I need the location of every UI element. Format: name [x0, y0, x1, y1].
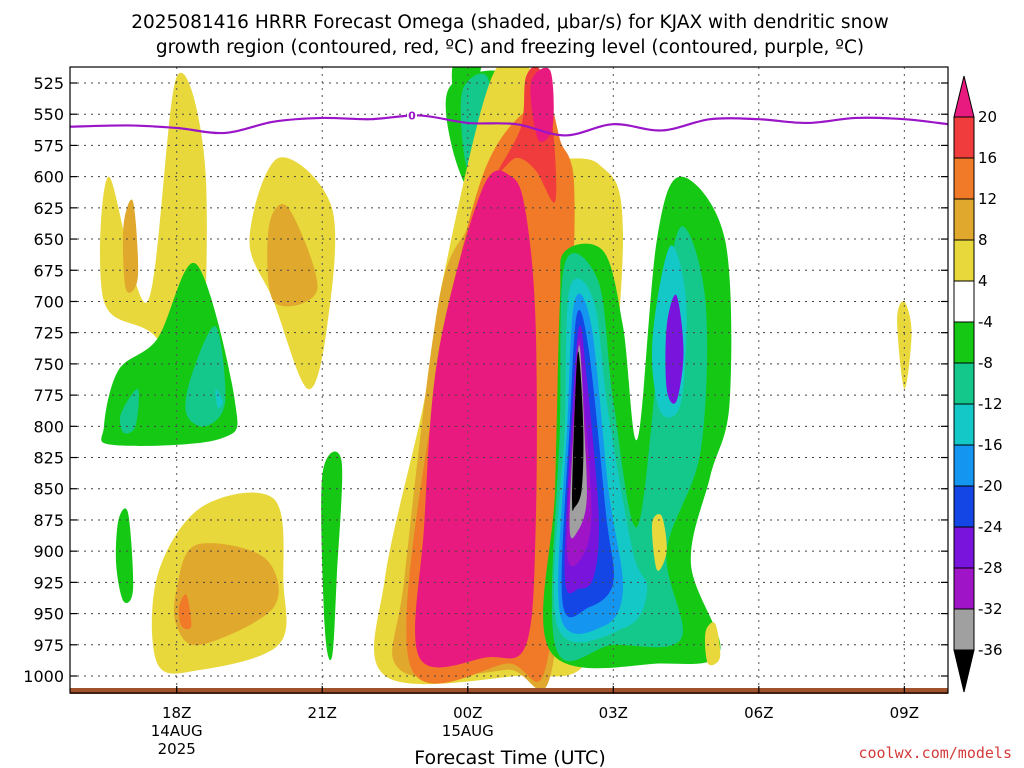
colorbar-label-2: 12 [978, 190, 997, 208]
ytick-label-600: 600 [33, 168, 64, 187]
omega-region-35 [897, 301, 912, 389]
ytick-label-700: 700 [33, 292, 64, 311]
colorbar-box-9 [953, 485, 975, 528]
colorbar-box-11 [953, 567, 975, 610]
colorbar-label-5: -4 [978, 313, 993, 331]
xtick-label-03Z: 03Z [599, 704, 628, 722]
colorbar-box-12 [953, 608, 975, 651]
xtick-label-06Z: 06Z [744, 704, 773, 722]
xtick-date-18Z: 14AUG [151, 722, 203, 740]
ytick-label-850: 850 [33, 480, 64, 499]
ytick-label-800: 800 [33, 417, 64, 436]
colorbar-label-6: -8 [978, 354, 993, 372]
ytick-label-750: 750 [33, 355, 64, 374]
ytick-label-825: 825 [33, 449, 64, 468]
plot-frame [69, 66, 949, 694]
x-axis-label: Forecast Time (UTC) [414, 747, 605, 768]
xtick-year-18Z: 2025 [158, 740, 196, 758]
ytick-label-550: 550 [33, 105, 64, 124]
colorbar-label-12: -32 [978, 600, 1003, 618]
colorbar-box-7 [953, 403, 975, 446]
colorbar-label-1: 16 [978, 149, 997, 167]
colorbar-label-11: -28 [978, 559, 1003, 577]
ytick-label-875: 875 [33, 511, 64, 530]
chart-title-line-1: 2025081416 HRRR Forecast Omega (shaded, … [131, 12, 889, 33]
chart-title-line-2: growth region (contoured, red, ºC) and f… [156, 37, 864, 58]
y-axis-ticks: 525 550 575 600 625 650 675 700 725 750 775 800 825 8… [23, 74, 948, 686]
omega-region-12 [321, 451, 343, 661]
ground-surface-strip [70, 688, 948, 694]
freezing-level-layer: 0 [70, 108, 948, 137]
colorbar-top-triangle [953, 75, 975, 118]
colorbar-label-13: -36 [978, 641, 1003, 659]
xtick-label-21Z: 21Z [308, 704, 337, 722]
ytick-label-900: 900 [33, 542, 64, 561]
freezing-level-label-bg [406, 108, 417, 121]
ytick-label-775: 775 [33, 386, 64, 405]
xtick-label-18Z: 18Z [162, 704, 191, 722]
colorbar-box-1 [953, 157, 975, 200]
colorbar-box-8 [953, 444, 975, 487]
omega-region-33 [651, 514, 667, 571]
colorbar-box-0 [953, 116, 975, 159]
ytick-label-975: 975 [33, 636, 64, 655]
freezing-level-label: 0 [408, 109, 416, 122]
colorbar-label-8: -16 [978, 436, 1003, 454]
omega-region-11 [115, 508, 134, 604]
omega-region-32 [665, 294, 684, 404]
colorbar-label-0: 20 [978, 108, 997, 126]
omega-shading-layer [100, 67, 912, 691]
omega-region-21 [530, 67, 554, 142]
omega-region-20 [415, 170, 537, 668]
omega-region-3 [267, 204, 318, 307]
xtick-label-00Z: 00Z [453, 704, 482, 722]
xtick-date-00Z: 15AUG [442, 722, 494, 740]
xtick-label-09Z: 09Z [890, 704, 919, 722]
ytick-label-625: 625 [33, 199, 64, 218]
ytick-label-950: 950 [33, 605, 64, 624]
credit-text[interactable]: coolwx.com/models [858, 744, 1012, 762]
ytick-label-925: 925 [33, 573, 64, 592]
colorbar-label-7: -12 [978, 395, 1003, 413]
colorbar-label-3: 8 [978, 231, 988, 249]
omega-region-1 [122, 199, 139, 293]
freezing-level-line [70, 114, 948, 137]
ytick-label-1000: 1000 [23, 667, 64, 686]
omega-region-8 [119, 388, 139, 434]
colorbar-bottom-triangle [953, 649, 975, 693]
omega-region-30 [572, 351, 584, 511]
colorbar-box-3 [953, 239, 975, 282]
omega-region-10 [215, 388, 223, 409]
omega-region-5 [173, 543, 279, 646]
ytick-label-575: 575 [33, 136, 64, 155]
omega-region-34 [704, 622, 721, 666]
colorbar-box-4 [953, 280, 975, 323]
omega-region-6 [178, 594, 192, 630]
ytick-label-725: 725 [33, 324, 64, 343]
omega-region-9 [185, 326, 226, 427]
ytick-label-675: 675 [33, 261, 64, 280]
colorbar-label-10: -24 [978, 518, 1003, 536]
colorbar-box-10 [953, 526, 975, 569]
colorbar-label-4: 4 [978, 272, 988, 290]
colorbar-label-9: -20 [978, 477, 1003, 495]
ytick-label-650: 650 [33, 230, 64, 249]
colorbar-box-6 [953, 362, 975, 405]
colorbar: 20 16 12 8 4 -4 -8 -12 -16 -20 -24 -28 -32 -36 [953, 75, 1003, 693]
colorbar-box-5 [953, 321, 975, 364]
colorbar-box-2 [953, 198, 975, 241]
ytick-label-525: 525 [33, 74, 64, 93]
